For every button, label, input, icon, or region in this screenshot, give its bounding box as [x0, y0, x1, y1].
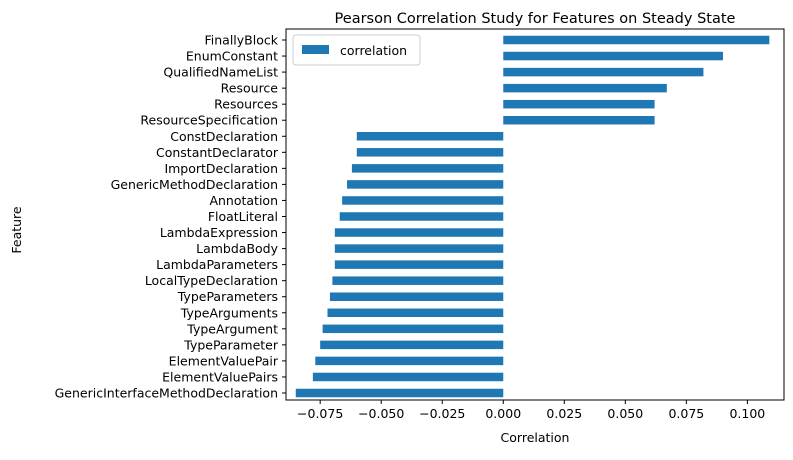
y-tick-label: QualifiedNameList	[163, 65, 278, 80]
x-axis-label: Correlation	[501, 430, 570, 445]
bar	[503, 35, 770, 45]
bar	[356, 148, 504, 157]
y-tick-label: ConstDeclaration	[170, 129, 278, 144]
y-tick-label: ConstantDeclarator	[156, 145, 279, 160]
x-tick-label: 0.050	[607, 406, 643, 421]
bar	[339, 212, 504, 221]
y-tick-label: Resources	[214, 97, 278, 112]
bar	[312, 372, 504, 382]
bar	[329, 292, 504, 301]
y-axis: FinallyBlockEnumConstantQualifiedNameLis…	[55, 33, 286, 401]
bar	[334, 244, 504, 253]
bar	[320, 340, 504, 350]
legend: correlation	[292, 34, 421, 66]
bar	[351, 164, 504, 173]
bar	[315, 356, 504, 366]
x-tick-label: −0.025	[419, 406, 465, 421]
bar	[327, 308, 504, 318]
x-tick-label: 0.075	[668, 406, 704, 421]
x-tick-label: 0.100	[729, 406, 765, 421]
y-tick-label: ResourceSpecification	[140, 113, 278, 128]
bar	[503, 115, 655, 125]
bar	[295, 388, 504, 398]
y-tick-label: LambdaParameters	[156, 257, 278, 272]
bar	[322, 324, 504, 334]
bar	[503, 83, 667, 93]
x-axis: −0.075 −0.050 −0.025 0.000 0.025 0.050 0.075 0.…	[297, 400, 765, 421]
bar	[347, 180, 504, 189]
y-tick-label: TypeArgument	[186, 321, 278, 336]
y-tick-label: LambdaBody	[196, 241, 278, 256]
y-tick-label: LocalTypeDeclaration	[145, 273, 278, 288]
y-tick-label: EnumConstant	[186, 49, 278, 64]
chart-title: Pearson Correlation Study for Features o…	[335, 11, 736, 27]
bar	[332, 276, 504, 285]
bar	[334, 228, 504, 237]
y-tick-label: Annotation	[209, 193, 278, 208]
legend-label: correlation	[340, 43, 407, 58]
y-tick-label: ImportDeclaration	[164, 161, 278, 176]
y-tick-label: FinallyBlock	[205, 33, 279, 48]
bar	[334, 260, 504, 269]
y-tick-label: FloatLiteral	[208, 209, 278, 224]
plot-area-frame	[285, 28, 785, 401]
y-axis-label: Feature	[9, 206, 24, 254]
x-tick-label: −0.050	[358, 406, 404, 421]
y-tick-label: GenericMethodDeclaration	[111, 177, 278, 192]
y-tick-label: TypeParameter	[183, 337, 279, 352]
y-tick-label: ElementValuePairs	[162, 369, 278, 384]
y-tick-label: LambdaExpression	[160, 225, 278, 240]
x-tick-label: 0.025	[546, 406, 582, 421]
y-tick-label: Resource	[221, 81, 279, 96]
bar	[503, 51, 723, 61]
bar	[342, 196, 504, 205]
y-tick-label: TypeArguments	[180, 305, 278, 320]
bar	[503, 99, 655, 109]
y-tick-label: ElementValuePair	[169, 353, 279, 368]
y-tick-label: GenericInterfaceMethodDeclaration	[55, 386, 278, 401]
bar	[503, 67, 704, 77]
bar	[356, 132, 504, 141]
y-tick-label: TypeParameters	[177, 289, 278, 304]
x-tick-label: 0.000	[485, 406, 521, 421]
legend-frame	[292, 34, 421, 66]
x-tick-label: −0.075	[297, 406, 343, 421]
bars-layer	[295, 35, 770, 398]
legend-swatch	[302, 45, 329, 54]
